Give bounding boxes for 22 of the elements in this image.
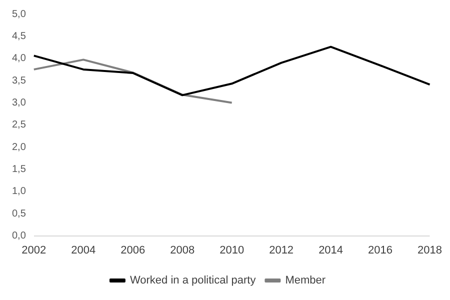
x-tick-label: 2018	[418, 244, 442, 256]
x-tick-label: 2014	[318, 244, 344, 256]
y-tick-label: 2,0	[12, 142, 26, 153]
y-tick-label: 3,5	[12, 75, 26, 86]
x-tick-label: 2012	[269, 244, 294, 256]
x-tick-label: 2010	[220, 244, 244, 256]
y-tick-label: 5,0	[12, 8, 26, 20]
y-tick-label: 4,0	[12, 53, 26, 64]
x-tick-label: 2004	[71, 244, 96, 256]
y-tick-label: 0,5	[12, 208, 26, 220]
legend-label: Member	[285, 274, 326, 287]
x-tick-label: 2016	[368, 244, 393, 256]
x-tick-label: 2008	[170, 244, 195, 256]
y-tick-label: 1,0	[12, 186, 26, 198]
y-tick-label: 3,0	[12, 97, 26, 108]
y-tick-label: 1,5	[12, 164, 26, 176]
legend-label: Worked in a political party	[130, 274, 256, 287]
y-tick-label: 0,0	[12, 230, 26, 242]
x-tick-label: 2006	[120, 244, 146, 256]
y-tick-label: 4,5	[12, 30, 26, 42]
y-tick-label: 2,5	[12, 120, 26, 131]
x-tick-label: 2002	[22, 244, 46, 256]
